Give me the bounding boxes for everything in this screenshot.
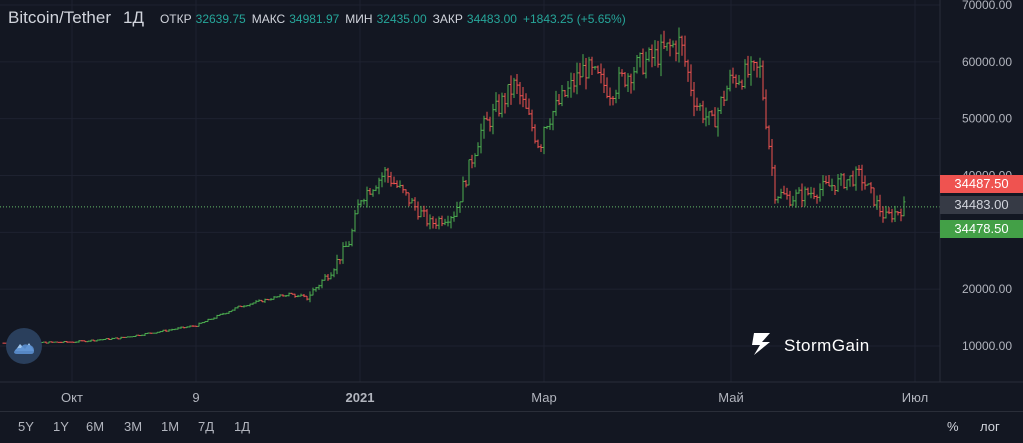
range-1d-button[interactable]: 1Д <box>234 419 251 434</box>
stormgain-bolt-icon <box>750 331 774 362</box>
x-tick-label: Мар <box>531 390 556 405</box>
last-price-tag: 34483.00 <box>940 196 1023 214</box>
x-tick-label: 2021 <box>346 390 375 405</box>
log-scale-button[interactable]: лог <box>980 419 1000 434</box>
chart-legend: Bitcoin/Tether 1Д ОТКР 32639.75 МАКС 349… <box>8 8 626 28</box>
x-tick-label: Окт <box>61 390 83 405</box>
open-label: ОТКР <box>159 12 192 26</box>
close-value: 34483.00 <box>466 12 517 26</box>
range-1m-button[interactable]: 1M <box>161 419 180 434</box>
time-axis: Окт 9 2021 Мар Май Июл <box>61 390 928 405</box>
percent-scale-button[interactable]: % <box>947 419 959 434</box>
watermark-brand-text: StormGain <box>784 336 870 355</box>
y-tick-label: 20000.00 <box>962 282 1012 296</box>
range-3m-button[interactable]: 3M <box>124 419 143 434</box>
bid-price-tag: 34478.50 <box>940 220 1023 238</box>
timeframe-label: 1Д <box>123 8 144 27</box>
high-value: 34981.97 <box>289 12 340 26</box>
y-tick-label: 50000.00 <box>962 112 1012 126</box>
y-tick-label: 60000.00 <box>962 55 1012 69</box>
open-value: 32639.75 <box>195 12 246 26</box>
bottom-toolbar: 5Y 1Y 6M 3M 1M 7Д 1Д % лог <box>0 411 1023 443</box>
x-tick-label: 9 <box>192 390 199 405</box>
range-5y-button[interactable]: 5Y <box>18 419 34 434</box>
y-tick-label: 70000.00 <box>962 0 1012 12</box>
close-label: ЗАКР <box>432 12 463 26</box>
range-6m-button[interactable]: 6M <box>86 419 105 434</box>
x-tick-label: Июл <box>902 390 928 405</box>
change-value: +1843.25 (+5.65%) <box>522 12 626 26</box>
symbol-name: Bitcoin/Tether <box>8 8 111 27</box>
x-tick-label: Май <box>718 390 743 405</box>
low-label: МИН <box>345 12 373 26</box>
high-label: МАКС <box>251 12 286 26</box>
ohlc-bars <box>2 27 906 345</box>
stormgain-watermark: StormGain <box>750 332 870 360</box>
grid <box>0 0 940 382</box>
ask-price-tag: 34487.50 <box>940 175 1023 193</box>
price-axis: 70000.0060000.0050000.0040000.0030000.00… <box>0 0 1023 383</box>
range-7d-button[interactable]: 7Д <box>198 419 215 434</box>
y-tick-label: 10000.00 <box>962 339 1012 353</box>
stormgain-cloud-logo-icon[interactable] <box>6 328 42 364</box>
low-value: 32435.00 <box>376 12 427 26</box>
range-1y-button[interactable]: 1Y <box>53 419 69 434</box>
